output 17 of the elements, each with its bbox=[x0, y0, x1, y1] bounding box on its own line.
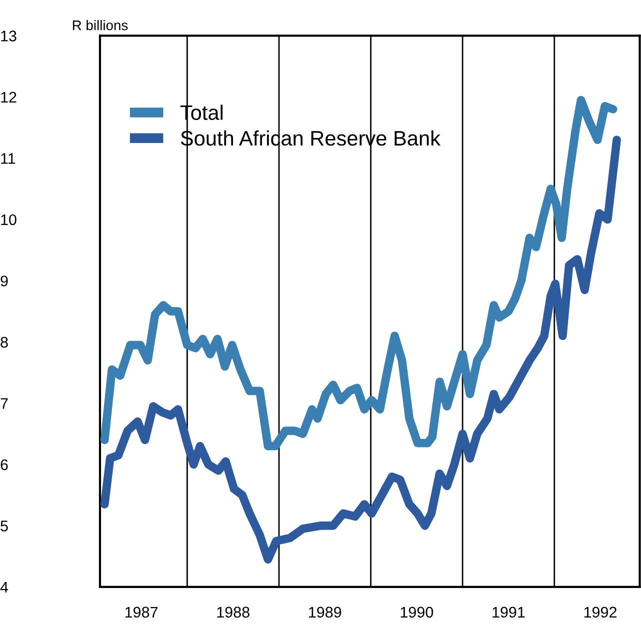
x-tick-label: 1988 bbox=[217, 606, 250, 618]
y-tick-label: 8 bbox=[0, 336, 8, 348]
y-tick-label: 12 bbox=[1, 92, 16, 103]
x-tick-label: 1989 bbox=[309, 606, 342, 618]
x-tick-label: 1991 bbox=[492, 606, 525, 618]
y-tick-label: 7 bbox=[0, 398, 8, 409]
y-tick-label: 9 bbox=[0, 276, 8, 286]
y-tick-label: 4 bbox=[0, 582, 8, 592]
y-tick-label: 5 bbox=[0, 520, 8, 532]
y-tick-label: 13 bbox=[1, 30, 16, 42]
x-tick-label: 1987 bbox=[125, 606, 158, 618]
y-tick-label: 10 bbox=[1, 214, 16, 226]
y-axis-title: R billions bbox=[72, 20, 128, 30]
y-tick-label: 6 bbox=[0, 459, 8, 470]
x-tick-label: 1990 bbox=[400, 606, 434, 618]
y-tick-label: 11 bbox=[1, 153, 16, 164]
x-tick-label: 1992 bbox=[584, 606, 616, 618]
